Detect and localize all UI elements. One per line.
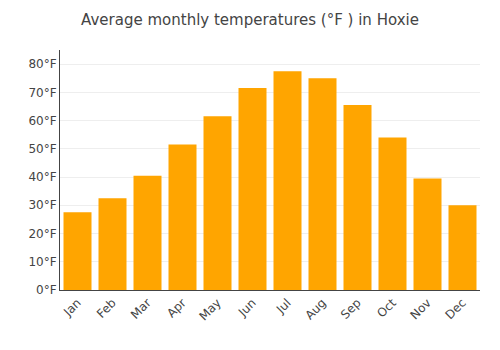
- svg-text:Average monthly temperatures (: Average monthly temperatures (°F ) in Ho…: [81, 11, 419, 29]
- svg-text:40°F: 40°F: [28, 170, 56, 184]
- svg-text:Sep: Sep: [338, 296, 364, 322]
- svg-text:Dec: Dec: [443, 296, 469, 322]
- svg-text:Jul: Jul: [273, 296, 294, 317]
- svg-text:20°F: 20°F: [28, 227, 56, 241]
- svg-text:Jan: Jan: [60, 296, 84, 320]
- svg-text:Jun: Jun: [235, 296, 259, 320]
- svg-text:Mar: Mar: [128, 296, 154, 322]
- svg-text:Oct: Oct: [374, 296, 399, 321]
- svg-text:Nov: Nov: [407, 296, 433, 322]
- svg-text:70°F: 70°F: [28, 86, 56, 100]
- svg-text:Aug: Aug: [302, 296, 328, 322]
- svg-text:50°F: 50°F: [28, 142, 56, 156]
- svg-text:60°F: 60°F: [28, 114, 56, 128]
- svg-text:0°F: 0°F: [36, 283, 57, 297]
- svg-text:May: May: [196, 296, 223, 323]
- svg-text:10°F: 10°F: [28, 255, 56, 269]
- svg-text:Apr: Apr: [164, 296, 189, 321]
- svg-text:Feb: Feb: [94, 296, 119, 321]
- svg-text:30°F: 30°F: [28, 198, 56, 212]
- svg-text:80°F: 80°F: [28, 57, 56, 71]
